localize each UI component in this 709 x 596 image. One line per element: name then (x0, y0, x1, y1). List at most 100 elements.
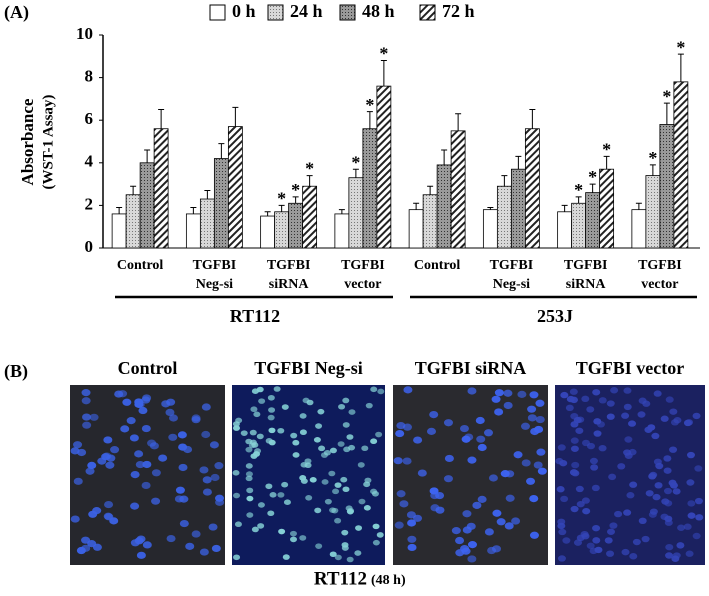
cell (503, 401, 513, 410)
cell (503, 389, 513, 397)
cell (555, 457, 564, 465)
legend-swatch (339, 4, 356, 21)
cell (332, 488, 340, 495)
cell (232, 469, 240, 476)
cell (233, 492, 241, 499)
cell (191, 530, 201, 538)
cell (505, 494, 515, 502)
cell (103, 436, 113, 444)
cell (73, 477, 83, 485)
cell (245, 475, 253, 482)
cell (343, 446, 351, 453)
y-axis-label: (WST-1 Assay) (40, 95, 56, 190)
bar (376, 85, 392, 249)
cell (570, 505, 579, 513)
significance: * (365, 95, 374, 115)
cell (570, 437, 579, 444)
cell (346, 556, 354, 563)
cell (396, 490, 406, 498)
cell (663, 467, 672, 474)
cell (413, 514, 423, 522)
cell (623, 387, 632, 394)
cell (268, 439, 276, 446)
cell (85, 467, 95, 475)
cell (246, 487, 254, 494)
cell (365, 402, 373, 409)
bar (571, 202, 587, 249)
cell (598, 397, 607, 404)
cell (472, 501, 482, 509)
cell (558, 528, 567, 536)
cell (582, 507, 591, 515)
cell (256, 433, 264, 440)
cell (395, 429, 405, 438)
bar (213, 158, 229, 249)
bar (199, 198, 215, 249)
cell (651, 432, 660, 440)
cell (617, 463, 626, 470)
cell (576, 534, 585, 542)
cell (694, 465, 703, 472)
cell (614, 510, 623, 518)
cell (664, 519, 673, 526)
cell (504, 522, 514, 530)
x-tick-label: TGFBI (341, 258, 385, 273)
cell (208, 523, 218, 531)
cell (211, 544, 221, 553)
bar (111, 213, 127, 249)
cell (370, 386, 378, 393)
cell (377, 388, 385, 395)
cell (82, 413, 92, 421)
y-tick-label: 10 (76, 24, 93, 43)
cell (348, 409, 356, 415)
cell (245, 471, 253, 477)
cell (533, 461, 543, 469)
cell (632, 538, 641, 546)
legend-label: 24 h (290, 1, 323, 21)
x-tick-label: TGFBI (193, 258, 237, 273)
cell (403, 386, 413, 394)
cell (201, 403, 211, 411)
cell (346, 508, 354, 515)
cell (669, 446, 678, 453)
cell (118, 390, 128, 398)
cell (649, 508, 658, 515)
cell (648, 473, 657, 480)
cell (629, 481, 638, 488)
x-tick-label: Control (117, 258, 164, 273)
cell (652, 493, 661, 501)
cell (92, 543, 102, 551)
cell (592, 389, 601, 396)
cell (517, 390, 527, 398)
cell (455, 536, 465, 545)
cell (443, 419, 453, 427)
cell (265, 483, 273, 490)
bar (482, 209, 498, 249)
error-bar (487, 207, 494, 210)
bar (408, 209, 424, 249)
cell (527, 414, 537, 422)
cell (134, 450, 144, 458)
cell (394, 521, 404, 529)
cell (569, 388, 578, 395)
cell (647, 424, 656, 431)
cell (290, 536, 298, 543)
cell (576, 416, 585, 423)
error-bar (649, 164, 656, 176)
cell (300, 478, 308, 484)
cell (487, 546, 497, 555)
cell (334, 517, 342, 524)
error-bar (292, 196, 299, 204)
bar (585, 192, 601, 249)
panel-b: Control TGFBI Neg-si TGFBI siRNA TGFBI vect… (70, 358, 705, 565)
cell (233, 554, 241, 561)
cell (199, 548, 209, 556)
cell (685, 550, 694, 557)
cell (560, 391, 569, 399)
group-label: 253J (537, 306, 573, 326)
cell (399, 500, 409, 508)
cell (302, 397, 310, 404)
cell (250, 406, 258, 413)
cell (654, 482, 663, 489)
cell (610, 387, 619, 394)
